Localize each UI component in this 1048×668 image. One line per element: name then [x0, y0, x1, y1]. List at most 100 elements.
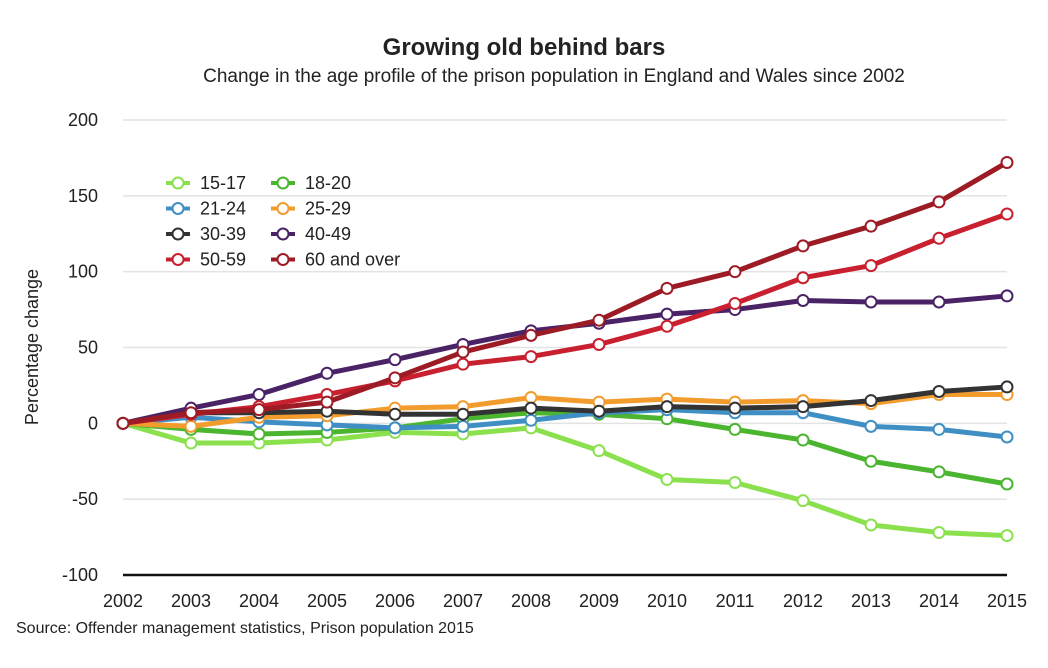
legend-swatch-marker	[171, 227, 185, 241]
data-point	[524, 413, 538, 427]
data-point	[864, 259, 878, 273]
legend-label: 18-20	[305, 173, 351, 193]
data-point	[728, 475, 742, 489]
data-point	[932, 231, 946, 245]
data-point	[796, 494, 810, 508]
x-tick-label: 2015	[987, 591, 1027, 611]
y-axis-label: Percentage change	[22, 269, 42, 425]
legend-item: 18-20	[271, 173, 351, 193]
x-tick-label: 2013	[851, 591, 891, 611]
data-point	[524, 350, 538, 364]
legend-swatch-marker	[276, 253, 290, 266]
legend-item: 15-17	[166, 173, 246, 193]
series-lines	[116, 155, 1014, 543]
y-tick-label: -100	[62, 565, 98, 585]
source-note: Source: Offender management statistics, …	[16, 620, 474, 637]
y-tick-label: 100	[68, 262, 98, 282]
legend-label: 60 and over	[305, 250, 400, 270]
data-point	[796, 239, 810, 253]
data-point	[592, 337, 606, 351]
data-point	[320, 395, 334, 409]
legend-label: 25-29	[305, 199, 351, 219]
legend-label: 50-59	[200, 250, 246, 270]
series-line	[120, 159, 1010, 426]
series-line	[120, 420, 1010, 539]
data-point	[388, 407, 402, 421]
y-tick-label: 0	[88, 413, 98, 433]
data-point	[1000, 207, 1014, 221]
series-21-24	[116, 403, 1014, 444]
data-point	[796, 433, 810, 447]
legend-item: 30-39	[166, 224, 246, 244]
legend-item: 21-24	[166, 199, 246, 219]
data-point	[388, 353, 402, 367]
data-point	[932, 384, 946, 398]
x-tick-label: 2008	[511, 591, 551, 611]
data-point	[932, 422, 946, 436]
legend-swatch-marker	[171, 202, 185, 215]
data-point	[728, 297, 742, 311]
x-tick-label: 2011	[716, 591, 755, 611]
legend-label: 40-49	[305, 224, 351, 244]
data-point	[660, 472, 674, 486]
data-point	[252, 427, 266, 441]
data-point	[796, 293, 810, 307]
data-point	[728, 422, 742, 436]
y-axis-ticks: -100 -50 0 50 100 150 200	[62, 110, 98, 585]
data-point	[388, 371, 402, 385]
x-tick-label: 2005	[307, 591, 347, 611]
data-point	[660, 319, 674, 333]
data-point	[1000, 477, 1014, 491]
legend-item: 50-59	[166, 250, 246, 270]
data-point	[524, 401, 538, 415]
x-tick-label: 2014	[919, 591, 959, 611]
data-point	[864, 518, 878, 532]
legend-item: 60 and over	[271, 250, 400, 270]
data-point	[184, 436, 198, 450]
data-point	[456, 407, 470, 421]
data-point	[932, 195, 946, 209]
data-point	[1000, 430, 1014, 444]
data-point	[524, 391, 538, 405]
legend-swatch-marker	[276, 227, 290, 241]
legend-swatch-marker	[171, 253, 185, 266]
data-point	[796, 271, 810, 285]
data-point	[524, 328, 538, 342]
legend-item: 40-49	[271, 224, 351, 244]
data-point	[1000, 155, 1014, 169]
data-point	[592, 404, 606, 418]
x-tick-label: 2007	[443, 591, 483, 611]
legend-item: 25-29	[271, 199, 351, 219]
x-tick-label: 2004	[239, 591, 279, 611]
data-point	[456, 345, 470, 359]
data-point	[932, 526, 946, 540]
data-point	[184, 406, 198, 420]
data-point	[252, 388, 266, 402]
series-line	[120, 211, 1010, 426]
y-tick-label: 150	[68, 186, 98, 206]
data-point	[592, 313, 606, 327]
data-point	[932, 295, 946, 309]
x-tick-label: 2009	[579, 591, 619, 611]
chart-title: Growing old behind bars	[382, 34, 666, 61]
data-point	[660, 307, 674, 321]
data-point	[728, 265, 742, 279]
legend-label: 21-24	[200, 199, 246, 219]
series-15-17	[116, 416, 1014, 543]
x-tick-label: 2002	[103, 591, 143, 611]
y-tick-label: 200	[68, 110, 98, 130]
data-point	[456, 419, 470, 433]
series-line	[120, 407, 1010, 440]
series-60-and-over	[116, 155, 1014, 430]
data-point	[864, 295, 878, 309]
y-tick-label: -50	[72, 489, 98, 509]
data-point	[252, 403, 266, 417]
data-point	[1000, 529, 1014, 543]
data-point	[864, 419, 878, 433]
data-point	[388, 421, 402, 435]
x-tick-label: 2010	[647, 591, 687, 611]
legend-swatch-marker	[171, 176, 185, 190]
legend-swatch-marker	[276, 176, 290, 190]
data-point	[592, 444, 606, 458]
